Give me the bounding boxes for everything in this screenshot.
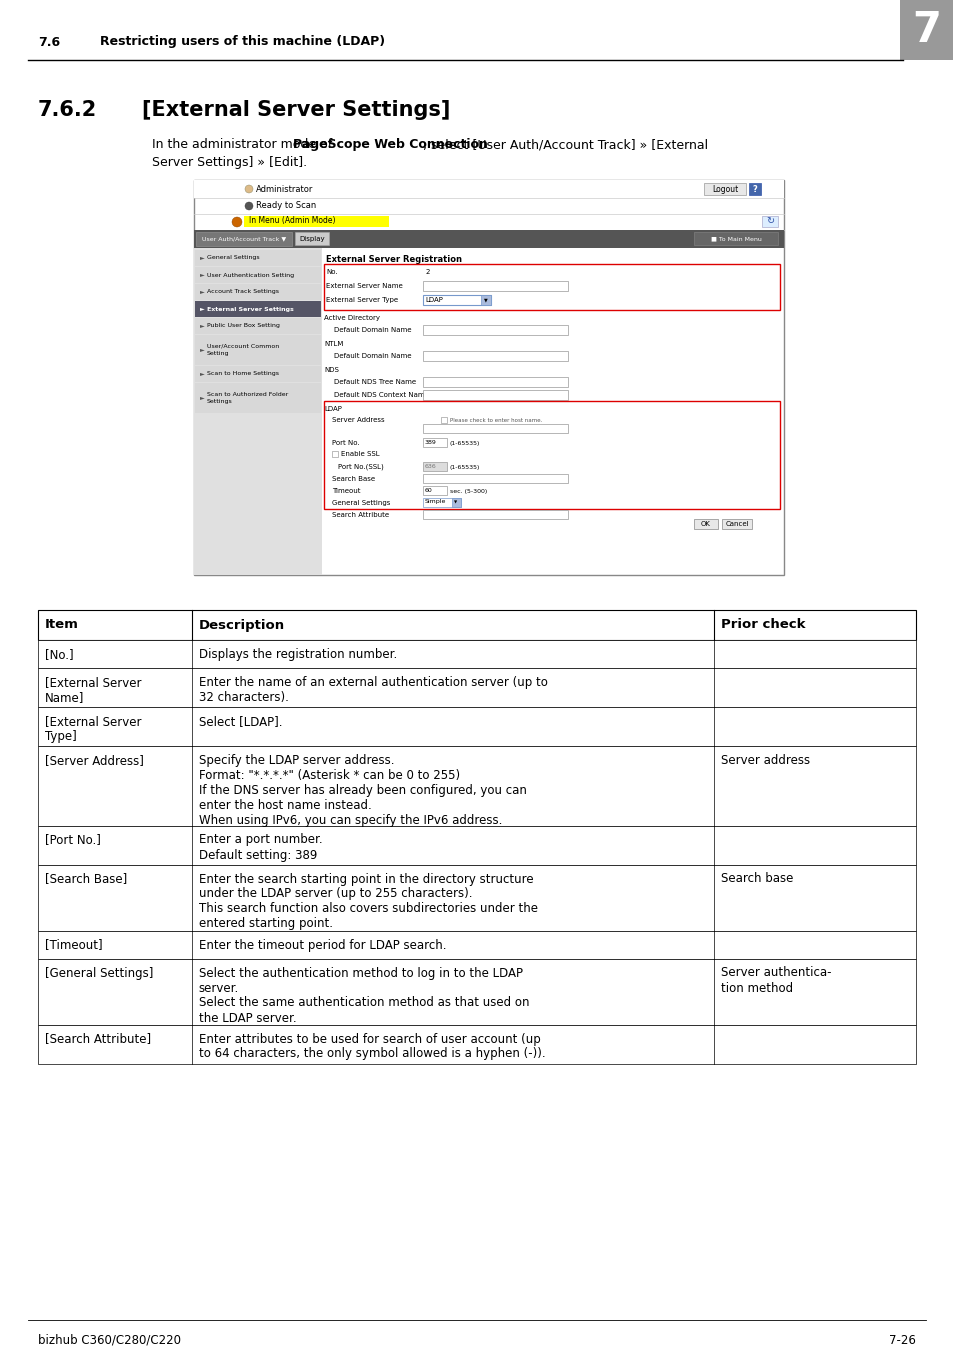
Text: , select [User Auth/Account Track] » [External: , select [User Auth/Account Track] » [Ex… bbox=[422, 138, 707, 151]
Text: External Server Settings: External Server Settings bbox=[207, 306, 294, 312]
Text: Search Attribute: Search Attribute bbox=[332, 512, 389, 518]
Text: Simple: Simple bbox=[424, 500, 446, 505]
Text: LDAP: LDAP bbox=[424, 297, 442, 302]
Bar bbox=[761, 216, 778, 227]
Bar bbox=[193, 248, 322, 575]
Circle shape bbox=[245, 202, 253, 211]
Circle shape bbox=[245, 185, 253, 193]
Bar bbox=[422, 437, 447, 447]
Bar bbox=[693, 232, 778, 244]
Text: Search base: Search base bbox=[720, 872, 793, 886]
Bar bbox=[194, 284, 320, 300]
Text: Default NDS Tree Name: Default NDS Tree Name bbox=[334, 379, 416, 385]
Text: ►: ► bbox=[200, 255, 205, 261]
Bar bbox=[422, 377, 567, 387]
Text: [Search Base]: [Search Base] bbox=[45, 872, 127, 886]
Bar bbox=[38, 668, 915, 707]
Bar bbox=[422, 486, 447, 495]
Text: ►: ► bbox=[200, 371, 205, 377]
Text: User Auth/Account Track ▼: User Auth/Account Track ▼ bbox=[202, 236, 286, 242]
Text: [Port No.]: [Port No.] bbox=[45, 833, 101, 846]
Text: [Search Attribute]: [Search Attribute] bbox=[45, 1033, 151, 1045]
Text: Specify the LDAP server address.
Format: "*.*.*.*" (Asterisk * can be 0 to 255)
: Specify the LDAP server address. Format:… bbox=[198, 755, 526, 828]
Text: Enter the timeout period for LDAP search.: Enter the timeout period for LDAP search… bbox=[198, 938, 446, 952]
Text: NDS: NDS bbox=[324, 367, 338, 373]
Bar bbox=[194, 383, 320, 413]
Text: LDAP: LDAP bbox=[324, 406, 341, 412]
Text: Account Track Settings: Account Track Settings bbox=[207, 289, 278, 294]
Text: (1-65535): (1-65535) bbox=[450, 440, 480, 446]
Text: Server Address: Server Address bbox=[332, 417, 384, 423]
Bar bbox=[38, 747, 915, 825]
Bar bbox=[38, 864, 915, 930]
Text: Active Directory: Active Directory bbox=[324, 315, 379, 321]
Text: [No.]: [No.] bbox=[45, 648, 73, 662]
Text: Logout: Logout bbox=[711, 185, 738, 193]
Text: Default Domain Name: Default Domain Name bbox=[334, 327, 411, 333]
Bar bbox=[480, 296, 491, 305]
Text: ■ To Main Menu: ■ To Main Menu bbox=[710, 236, 760, 242]
Text: Default NDS Context Name: Default NDS Context Name bbox=[334, 392, 429, 398]
Text: Item: Item bbox=[45, 618, 79, 632]
Text: User Authentication Setting: User Authentication Setting bbox=[207, 273, 294, 278]
Bar bbox=[703, 184, 745, 194]
Text: Server authentica-
tion method: Server authentica- tion method bbox=[720, 967, 831, 995]
Text: ►: ► bbox=[200, 289, 205, 294]
Text: ?: ? bbox=[752, 185, 757, 193]
Text: In the administrator mode of: In the administrator mode of bbox=[152, 138, 335, 151]
Bar bbox=[422, 351, 567, 360]
Text: sec. (5-300): sec. (5-300) bbox=[450, 489, 487, 494]
Text: 60: 60 bbox=[424, 487, 433, 493]
Text: NTLM: NTLM bbox=[324, 342, 343, 347]
Bar bbox=[422, 281, 567, 292]
Bar bbox=[193, 180, 783, 575]
Bar bbox=[194, 250, 320, 266]
Circle shape bbox=[232, 217, 242, 227]
Bar bbox=[422, 390, 567, 400]
Text: Public User Box Setting: Public User Box Setting bbox=[207, 324, 279, 328]
Bar bbox=[452, 498, 460, 508]
Bar bbox=[38, 958, 915, 1025]
Bar bbox=[38, 640, 915, 668]
Text: 7.6.2: 7.6.2 bbox=[38, 100, 97, 120]
Text: [Timeout]: [Timeout] bbox=[45, 938, 103, 952]
Text: 2: 2 bbox=[426, 269, 430, 275]
Text: User/Account Common: User/Account Common bbox=[207, 344, 279, 350]
Bar bbox=[422, 474, 567, 483]
Text: 636: 636 bbox=[424, 463, 436, 468]
Text: General Settings: General Settings bbox=[207, 255, 259, 261]
Text: In Menu (Admin Mode): In Menu (Admin Mode) bbox=[249, 216, 335, 225]
Text: Administrator: Administrator bbox=[255, 185, 313, 193]
Bar bbox=[38, 610, 915, 640]
Bar bbox=[194, 366, 320, 382]
Text: Scan to Home Settings: Scan to Home Settings bbox=[207, 371, 278, 377]
Text: Server Settings] » [Edit].: Server Settings] » [Edit]. bbox=[152, 157, 307, 169]
Text: Restricting users of this machine (LDAP): Restricting users of this machine (LDAP) bbox=[100, 35, 385, 49]
Text: ►: ► bbox=[200, 324, 205, 328]
Text: External Server Type: External Server Type bbox=[326, 297, 397, 302]
Bar bbox=[440, 417, 447, 423]
Text: 7-26: 7-26 bbox=[888, 1334, 915, 1346]
Text: Prior check: Prior check bbox=[720, 618, 804, 632]
Text: PageScope Web Connection: PageScope Web Connection bbox=[293, 138, 487, 151]
Text: General Settings: General Settings bbox=[332, 500, 390, 506]
Text: ►: ► bbox=[200, 347, 205, 352]
Text: (1-65535): (1-65535) bbox=[450, 464, 480, 470]
Bar bbox=[38, 1025, 915, 1064]
Bar bbox=[422, 325, 567, 335]
Text: Displays the registration number.: Displays the registration number. bbox=[198, 648, 396, 662]
Text: Settings: Settings bbox=[207, 400, 233, 404]
Text: Timeout: Timeout bbox=[332, 487, 360, 494]
Text: External Server Name: External Server Name bbox=[326, 284, 402, 289]
Bar bbox=[721, 518, 751, 529]
Text: No.: No. bbox=[326, 269, 337, 275]
Text: Enter the name of an external authentication server (up to
32 characters).: Enter the name of an external authentica… bbox=[198, 676, 547, 703]
Bar bbox=[195, 232, 292, 246]
Text: Description: Description bbox=[198, 618, 285, 632]
Text: ▼: ▼ bbox=[483, 297, 487, 302]
Bar bbox=[38, 930, 915, 958]
Bar bbox=[693, 518, 718, 529]
Text: ▼: ▼ bbox=[454, 500, 457, 504]
Bar bbox=[193, 180, 783, 198]
Text: 7.6: 7.6 bbox=[38, 35, 60, 49]
